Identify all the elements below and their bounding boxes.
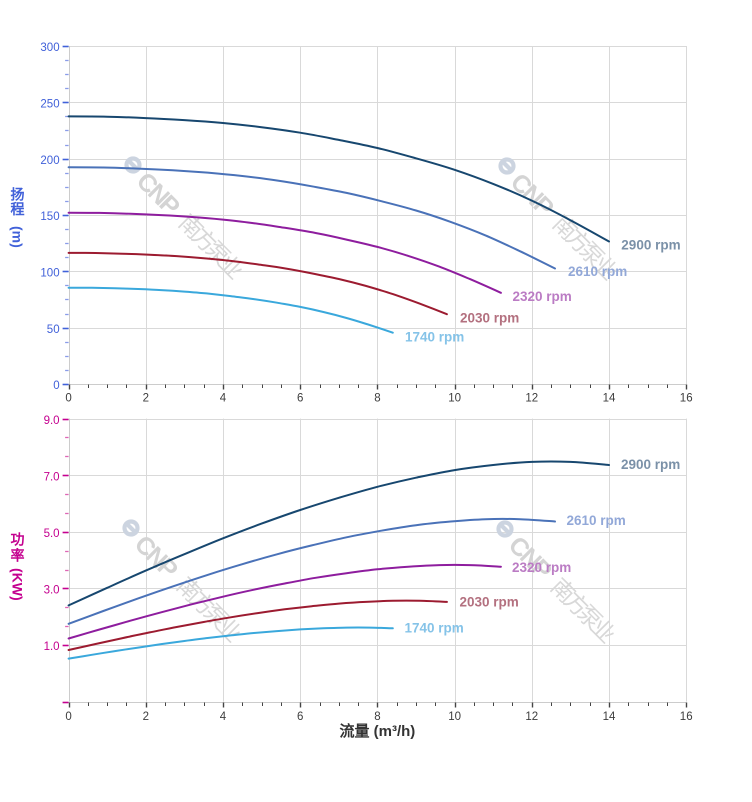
svg-text:10: 10 xyxy=(448,393,461,405)
svg-text:5.0: 5.0 xyxy=(44,528,60,540)
svg-text:2: 2 xyxy=(143,711,149,723)
svg-text:0: 0 xyxy=(65,711,71,723)
svg-text:(KW): (KW) xyxy=(10,568,26,601)
svg-text:1740 rpm: 1740 rpm xyxy=(405,329,464,344)
svg-text:1.0: 1.0 xyxy=(44,641,60,653)
svg-text:0: 0 xyxy=(65,393,71,405)
svg-text:2610 rpm: 2610 rpm xyxy=(568,264,627,279)
svg-text:8: 8 xyxy=(374,393,380,405)
svg-text:14: 14 xyxy=(603,393,616,405)
svg-text:0: 0 xyxy=(53,380,59,392)
svg-text:2610 rpm: 2610 rpm xyxy=(567,513,626,528)
svg-text:12: 12 xyxy=(525,393,538,405)
svg-text:2: 2 xyxy=(143,393,149,405)
svg-text:12: 12 xyxy=(525,711,538,723)
svg-text:2900 rpm: 2900 rpm xyxy=(621,237,680,252)
svg-text:300: 300 xyxy=(40,42,59,54)
svg-text:8: 8 xyxy=(374,711,380,723)
svg-text:率: 率 xyxy=(11,548,25,564)
svg-text:1740 rpm: 1740 rpm xyxy=(405,620,464,635)
svg-text:流量 (m³/h): 流量 (m³/h) xyxy=(339,722,415,740)
svg-text:2320 rpm: 2320 rpm xyxy=(512,560,571,575)
svg-text:2030 rpm: 2030 rpm xyxy=(460,310,519,325)
svg-text:6: 6 xyxy=(297,711,303,723)
svg-text:(m): (m) xyxy=(10,226,26,248)
svg-text:16: 16 xyxy=(680,711,693,723)
svg-text:200: 200 xyxy=(40,155,59,167)
svg-text:16: 16 xyxy=(680,393,693,405)
svg-text:功: 功 xyxy=(11,532,25,548)
svg-text:3.0: 3.0 xyxy=(44,585,60,597)
svg-text:扬: 扬 xyxy=(11,187,25,203)
svg-text:10: 10 xyxy=(448,711,461,723)
svg-text:2900 rpm: 2900 rpm xyxy=(621,457,680,472)
svg-text:2320 rpm: 2320 rpm xyxy=(513,289,572,304)
svg-text:9.0: 9.0 xyxy=(44,415,60,427)
svg-text:250: 250 xyxy=(40,99,59,111)
svg-text:50: 50 xyxy=(47,324,60,336)
svg-text:2030 rpm: 2030 rpm xyxy=(460,594,519,609)
svg-text:14: 14 xyxy=(603,711,616,723)
svg-text:程: 程 xyxy=(11,201,25,217)
svg-text:150: 150 xyxy=(40,211,59,223)
svg-text:100: 100 xyxy=(40,268,59,280)
svg-text:4: 4 xyxy=(220,711,227,723)
svg-text:4: 4 xyxy=(220,393,227,405)
svg-text:6: 6 xyxy=(297,393,303,405)
svg-text:7.0: 7.0 xyxy=(44,471,60,483)
